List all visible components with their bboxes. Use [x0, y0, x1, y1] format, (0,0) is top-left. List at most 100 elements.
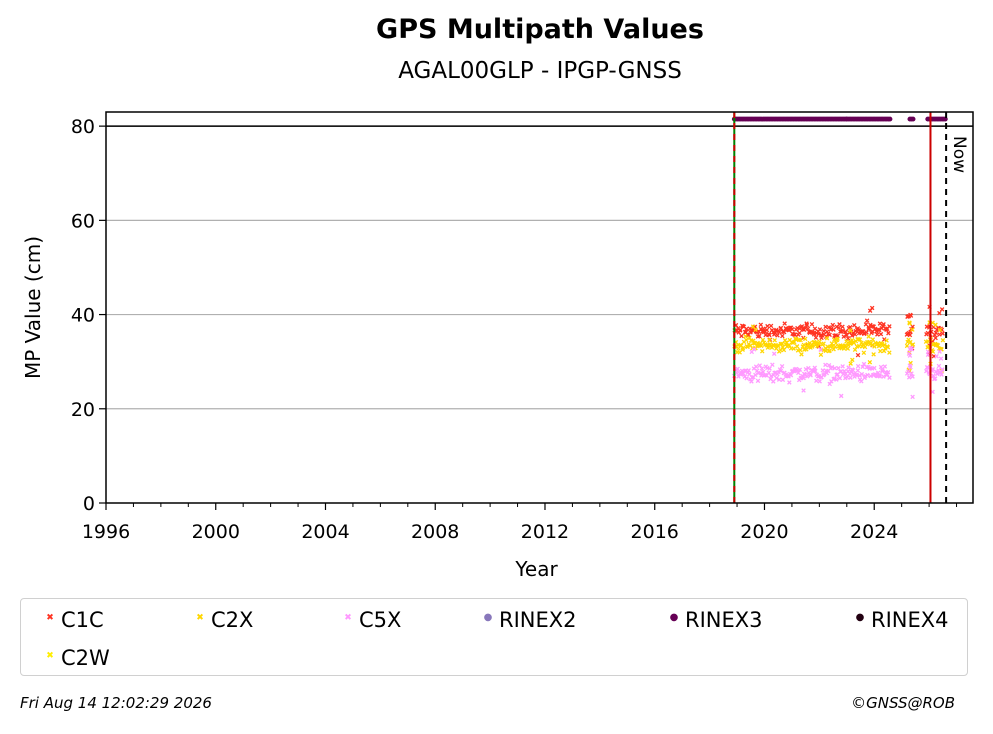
c1c-point [763, 332, 768, 338]
c5x-point [759, 366, 765, 371]
c5x-point [885, 369, 891, 375]
legend-item-c2w: ✖ C2W [39, 645, 110, 670]
legend-label: C2W [61, 646, 110, 670]
c5x-point [822, 371, 827, 377]
multipath-chart: Now 0 20 40 60 80 1996 2000 2004 2008 2012 2016 202… [21, 111, 974, 581]
c5x-point [774, 375, 779, 381]
c1c-point [940, 331, 945, 336]
c5x-point [735, 366, 740, 372]
c5x-point [806, 365, 811, 371]
c1c-point [778, 325, 784, 331]
c5x-point [872, 365, 877, 371]
c5x-point [906, 375, 912, 380]
generated-date: Fri Aug 14 12:02:29 2026 [20, 694, 212, 712]
legend-label: C1C [61, 608, 104, 632]
c2x-point [794, 336, 799, 342]
c5x-point [751, 347, 757, 352]
x-tick-label: 2020 [740, 521, 788, 543]
c1c-point [813, 335, 819, 340]
c5x-point [746, 368, 751, 373]
c2x-point [848, 341, 854, 346]
c5x-point [838, 393, 844, 399]
c5x-point [742, 368, 747, 374]
c5x-point [832, 365, 838, 371]
c5x-point [881, 374, 886, 379]
c5x-point [760, 369, 766, 375]
c2x-point [835, 336, 840, 341]
x-tick-label: 2000 [192, 521, 240, 543]
c2x-point [802, 336, 808, 342]
c5x-point [934, 354, 939, 359]
c5x-point [910, 394, 915, 400]
legend-item-rinex2: ● RINEX2 [477, 607, 577, 632]
c2x-point [792, 339, 797, 345]
c2x-point [871, 352, 876, 357]
c5x-point [850, 367, 856, 373]
c5x-point [840, 364, 845, 369]
c5x-point [924, 368, 929, 374]
c1c-point [823, 324, 828, 330]
y-tick-label: 60 [71, 210, 95, 232]
c1c-point [738, 327, 743, 333]
c2x-point [821, 341, 826, 346]
c5x-point [887, 375, 892, 380]
c5x-point [776, 377, 782, 382]
c5x-point [817, 379, 822, 384]
c5x-point [908, 364, 913, 370]
c5x-point [744, 375, 749, 381]
c2x-point [935, 343, 941, 348]
c1c-point [767, 332, 772, 338]
c2x-point [907, 321, 912, 326]
legend-label: RINEX3 [685, 608, 763, 632]
c5x-point [837, 375, 843, 381]
c1c-point [764, 327, 770, 333]
credit-text: ©GNSS@ROB [851, 694, 955, 712]
c1c-point [852, 332, 858, 337]
c2x-point [772, 338, 777, 343]
c5x-point [939, 367, 945, 372]
c2x-point [910, 342, 916, 347]
x-tick-label: 2016 [631, 521, 679, 543]
x-tick-label: 2004 [301, 521, 349, 543]
c2x-point [910, 327, 915, 332]
c5x-point [842, 368, 847, 374]
c5x-point [860, 364, 865, 370]
c5x-point [779, 363, 785, 369]
legend-label: C5X [359, 608, 402, 632]
c5x-point [875, 370, 881, 376]
dot-marker-icon: ● [483, 612, 493, 623]
y-axis-label: MP Value (cm) [21, 236, 45, 379]
c2x-point [887, 350, 892, 355]
c2x-point [857, 337, 863, 342]
c2x-point [861, 350, 867, 356]
c1c-point [781, 329, 787, 335]
c1c-point [789, 327, 795, 332]
c2x-point [827, 348, 832, 353]
legend-label: RINEX4 [871, 608, 949, 632]
c1c-point [845, 336, 851, 341]
c5x-point [813, 368, 818, 374]
c5x-point [910, 374, 915, 379]
c1c-point [840, 328, 846, 333]
x-marker-icon: ✖ [46, 613, 54, 623]
c5x-point [930, 367, 935, 372]
c1c-point [797, 330, 802, 336]
c5x-point [803, 366, 809, 372]
c2x-point [818, 352, 824, 358]
c5x-point [846, 365, 851, 370]
x-tick-label: 2012 [521, 521, 569, 543]
c5x-point [776, 369, 781, 375]
c1c-point [821, 328, 827, 334]
c5x-point [925, 349, 931, 354]
c2x-point [870, 337, 876, 342]
c5x-point [906, 351, 912, 357]
c5x-point [931, 373, 936, 379]
c2x-point [794, 344, 800, 349]
legend-item-rinex3: ● RINEX3 [663, 607, 763, 632]
now-label: Now [949, 136, 969, 173]
c1c-point [739, 333, 744, 339]
rinex3-point [910, 116, 916, 122]
c5x-point [770, 362, 775, 368]
c1c-point [882, 337, 887, 342]
c1c-point [809, 321, 815, 327]
